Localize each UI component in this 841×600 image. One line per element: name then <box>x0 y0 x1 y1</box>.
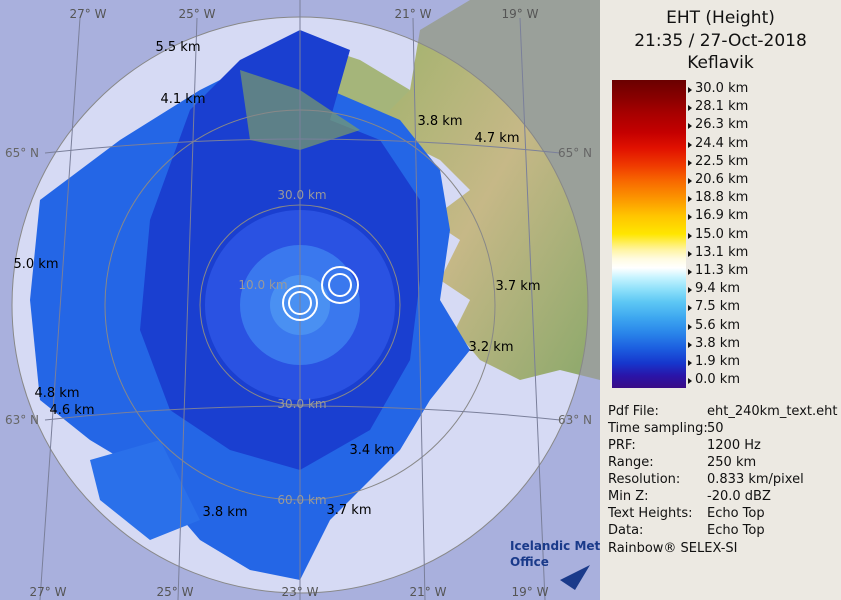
map-label: 25° W <box>157 585 194 599</box>
info-value: 250 km <box>707 455 757 470</box>
map-label: 19° W <box>512 585 549 599</box>
map-label: 30.0 km <box>277 397 326 411</box>
map-label: 60.0 km <box>277 493 326 507</box>
info-key: PRF: <box>608 438 636 453</box>
scale-label: 26.3 km <box>695 117 749 133</box>
scale-label: 15.0 km <box>695 226 749 242</box>
logo-text: Office <box>510 555 549 569</box>
scale-label: 20.6 km <box>695 172 749 187</box>
scale-tick <box>688 196 692 203</box>
scale-label: 5.6 km <box>695 317 740 333</box>
scale-label: 1.9 km <box>695 354 740 369</box>
scale-tick <box>688 178 692 184</box>
map-label: 3.7 km <box>327 503 372 518</box>
map-label: 27° W <box>30 585 67 599</box>
scale-tick <box>688 269 692 275</box>
scale-tick <box>688 141 692 148</box>
scale-label: 3.8 km <box>695 335 740 351</box>
scale-tick <box>688 287 692 294</box>
map-label: 23° W <box>282 585 319 599</box>
graticule <box>39 0 561 600</box>
info-key: Range: <box>608 455 654 470</box>
map-label: 3.7 km <box>496 279 541 294</box>
info-key: Pdf File: <box>608 404 659 419</box>
scale-label: 24.4 km <box>695 135 749 151</box>
map-label: 3.8 km <box>203 505 248 520</box>
logo: Icelandic Met Office <box>510 539 600 590</box>
scale-tick <box>688 341 692 348</box>
scale-label: 11.3 km <box>695 263 749 278</box>
scale-label: 18.8 km <box>695 190 749 206</box>
map-label: 4.8 km <box>35 386 80 401</box>
map-label: 5.0 km <box>14 257 59 272</box>
map-label: 63° N <box>558 413 592 427</box>
scale-tick <box>688 305 692 312</box>
map-label: 3.8 km <box>418 114 463 129</box>
map-label: 21° W <box>410 585 447 599</box>
info-value: 50 <box>707 421 724 436</box>
scale-tick <box>688 87 692 93</box>
map-label: 30.0 km <box>277 188 326 202</box>
map-label: 3.4 km <box>350 443 395 458</box>
scale-tick <box>688 378 692 385</box>
scale-label: 0.0 km <box>695 372 740 388</box>
map-label: 4.6 km <box>50 403 95 418</box>
map-labels: 27° W 25° W 21° W 19° W 27° W 25° W 23° W 21° W… <box>5 7 592 599</box>
map-label: 5.5 km <box>156 40 201 55</box>
map-label: 25° W <box>179 7 216 21</box>
radar-map: 27° W 25° W 21° W 19° W 27° W 25° W 23° W 21° W… <box>0 0 600 600</box>
map-label: 4.7 km <box>475 131 520 146</box>
scale-tick <box>688 105 692 112</box>
map-label: 63° N <box>5 413 39 427</box>
map-label: 10.0 km <box>238 278 287 292</box>
scale-tick <box>688 323 692 330</box>
scale-tick <box>688 123 692 130</box>
map-label: 4.1 km <box>161 92 206 107</box>
map-label: 65° N <box>558 146 592 160</box>
info-key: Text Heights: <box>608 506 693 521</box>
info-value: 0.833 km/pixel <box>707 472 804 487</box>
logo-text: Icelandic Met <box>510 539 600 553</box>
info-key: Resolution: <box>608 472 681 487</box>
scale-label: 30.0 km <box>695 81 749 96</box>
scale-tick <box>688 360 692 366</box>
info-value: Echo Top <box>707 523 765 538</box>
info-key: Data: <box>608 523 644 538</box>
map-label: 19° W <box>502 7 539 21</box>
echo <box>90 440 200 540</box>
scale-tick <box>688 250 692 257</box>
info-key: Min Z: <box>608 489 649 504</box>
scale-label: 9.4 km <box>695 281 740 297</box>
scale-tick <box>688 159 692 166</box>
product: Rainbow® SELEX-SI <box>608 541 738 556</box>
map-label: 21° W <box>395 7 432 21</box>
title: EHT (Height) <box>666 8 775 28</box>
scale-label: 22.5 km <box>695 153 749 169</box>
map-label: 65° N <box>5 146 39 160</box>
scale-label: 16.9 km <box>695 208 749 224</box>
site: Keflavik <box>687 53 754 73</box>
info-value: 1200 Hz <box>707 438 761 453</box>
scale-tick <box>688 232 692 239</box>
scale-label: 13.1 km <box>695 244 749 260</box>
scale-label: 28.1 km <box>695 99 749 115</box>
scale-label: 7.5 km <box>695 299 740 315</box>
scale-tick <box>688 214 692 221</box>
color-scale <box>612 80 686 388</box>
info-panel: EHT (Height) 21:35 / 27-Oct-2018 Keflavi… <box>600 0 841 600</box>
info-key: Time sampling: <box>608 421 708 436</box>
info-value: eht_240km_text.eht <box>707 404 838 419</box>
map-label: 3.2 km <box>469 340 514 355</box>
map-label: 27° W <box>70 7 107 21</box>
info-value: -20.0 dBZ <box>707 489 771 504</box>
info-value: Echo Top <box>707 506 765 521</box>
datetime: 21:35 / 27-Oct-2018 <box>634 31 807 51</box>
radar-sites <box>282 266 359 321</box>
